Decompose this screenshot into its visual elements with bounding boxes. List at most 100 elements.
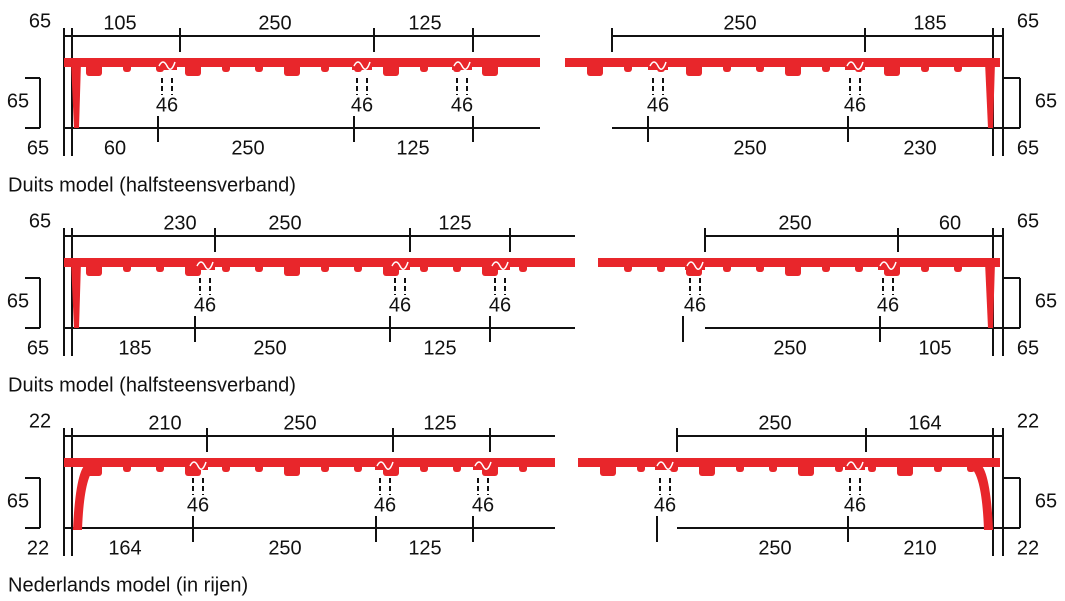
dimension-label: 164 [908,412,941,434]
profile-rib [884,64,900,76]
dimension-label: 250 [231,137,264,159]
dimension-label: 125 [396,137,429,159]
joint-seam [649,61,667,70]
dimension-label: 22 [1017,537,1039,559]
profile-bar [598,258,1000,267]
dimension-label: 46 [451,94,473,116]
profile-rib [284,464,300,476]
dimension-label: 250 [778,212,811,234]
joint-seam [846,61,864,70]
caption: Duits model (halfsteensverband) [8,174,296,196]
profile-rib [736,464,744,472]
profile-rib [86,64,102,76]
dimension-label: 210 [148,412,181,434]
profile-rib [921,264,929,272]
dimension-label: 65 [29,210,51,232]
profile-bar [64,258,575,267]
dimension-label: 65 [1017,210,1039,232]
joint-seam [656,461,674,470]
dimension-label: 65 [1017,137,1039,159]
joint-seam [474,461,492,470]
profile-leg [71,62,81,128]
profile-rib [921,64,929,72]
profile-rib [284,264,300,276]
profile-rib [321,64,329,72]
dimension-label: 46 [489,294,511,316]
dimension-label: 65 [1017,10,1039,32]
profile-rib [934,464,942,472]
dimension-label: 230 [903,137,936,159]
joint-seam [189,461,207,470]
profile-rib [255,264,263,272]
profile-rib [756,64,764,72]
dimension-label: 65 [1035,290,1057,312]
dimension-label: 65 [7,290,29,312]
dimension-label: 125 [408,537,441,559]
profile-leg [970,462,993,530]
dimension-label: 65 [1035,490,1057,512]
profile-rib [383,64,399,76]
profile-rib [482,64,498,76]
profile-rib [600,464,616,476]
profile-rib [123,64,131,72]
profile-rib [624,264,632,272]
profile-bar [565,58,1000,67]
joint-seam [158,61,176,70]
dimension-label: 22 [29,410,51,432]
dimension-label: 105 [103,12,136,34]
profile-rib [284,64,300,76]
profile-rib [255,464,263,472]
caption: Nederlands model (in rijen) [8,574,248,596]
dimension-label: 22 [27,537,49,559]
dimension-label: 250 [733,137,766,159]
profile-rib [723,264,731,272]
dimension-label: 65 [7,490,29,512]
joint-seam [453,61,471,70]
dimension-label: 46 [389,294,411,316]
dimension-label: 65 [27,137,49,159]
profile-rib [519,464,527,472]
dimension-label: 46 [194,294,216,316]
joint-seam [686,261,704,270]
dimension-label: 185 [118,337,151,359]
profile-rib [321,464,329,472]
profile-rib [756,264,764,272]
profile-rib [420,464,428,472]
profile-rib [156,264,164,272]
dimension-label: 185 [913,12,946,34]
dimension-label: 250 [258,12,291,34]
joint-seam [846,461,864,470]
joint-seam [376,461,394,470]
profile-rib [868,464,876,472]
dimension-label: 250 [268,537,301,559]
dimension-label: 65 [27,337,49,359]
dimension-label: 250 [283,412,316,434]
dimension-label: 230 [163,212,196,234]
profile-rib [686,64,702,76]
joint-seam [353,61,371,70]
dimension-label: 164 [108,537,141,559]
dimension-label: 250 [773,337,806,359]
profile-bar [64,458,555,467]
profile-rib [156,464,164,472]
profile-rib [222,64,230,72]
profile-rib [255,64,263,72]
dimension-label: 22 [1017,410,1039,432]
profile-rib [835,464,843,472]
profile-rib [699,464,715,476]
joint-seam [879,261,897,270]
dimension-label: 250 [723,12,756,34]
dimension-label: 105 [918,337,951,359]
caption: Duits model (halfsteensverband) [8,374,296,396]
dimension-label: 46 [351,94,373,116]
profile-rib [519,264,527,272]
dimension-label: 46 [156,94,178,116]
dimension-label: 250 [758,412,791,434]
dimension-label: 46 [844,494,866,516]
profile-rib [954,64,962,72]
profile-rib [185,64,201,76]
dimension-label: 46 [684,294,706,316]
dimension-label: 46 [844,94,866,116]
profile-rib [897,464,913,476]
